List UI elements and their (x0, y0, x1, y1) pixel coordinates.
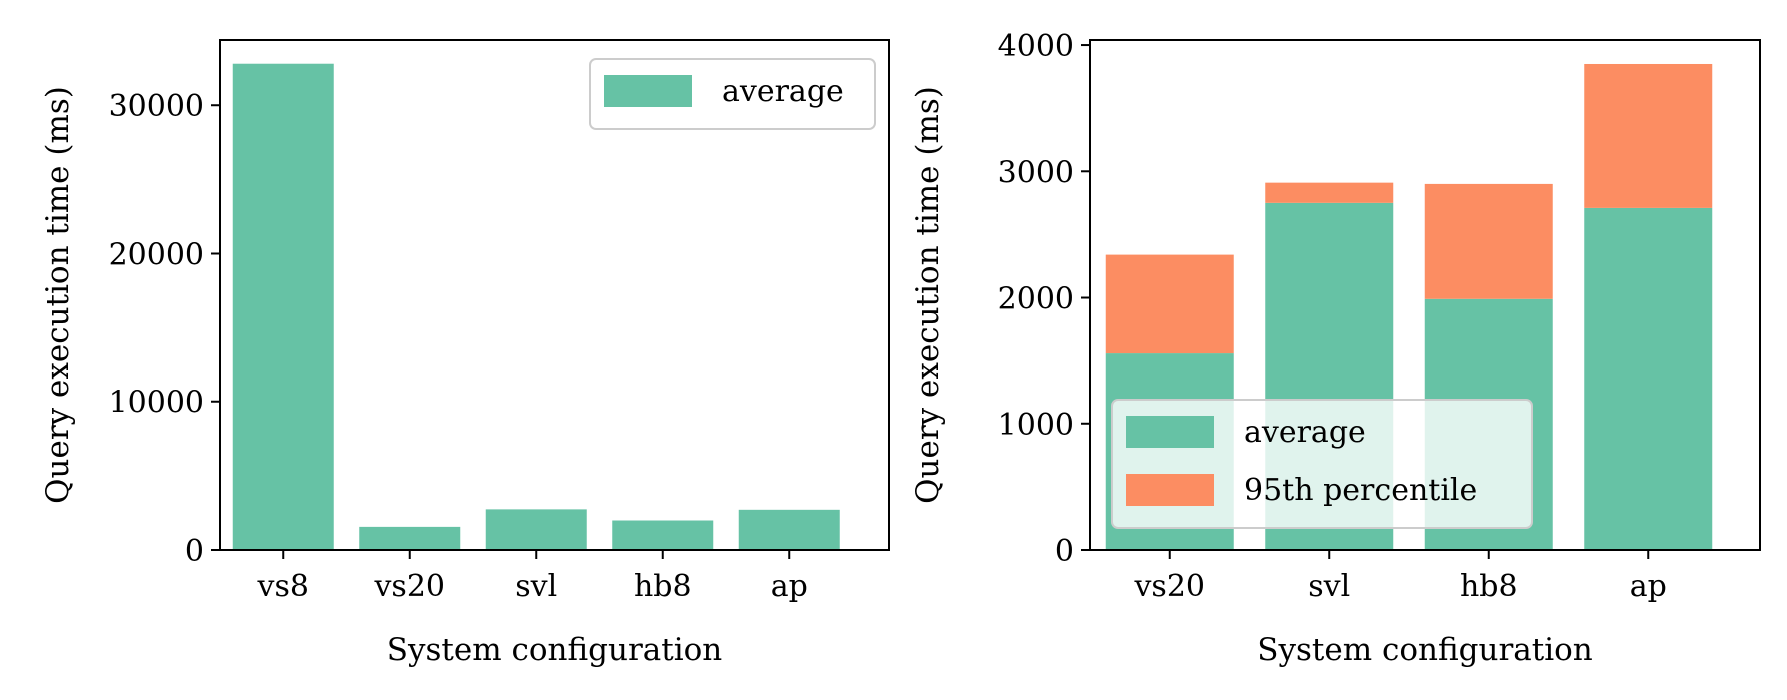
chart-average-execution-time: 0 10000 20000 30000 vs8 vs20 svl hb8 ap System co… (40, 39, 890, 668)
x-tick-label: hb8 (634, 569, 692, 604)
legend-swatch-average (1126, 416, 1214, 448)
x-tick-label: svl (1308, 569, 1350, 604)
bar-p95-ap (1584, 63, 1713, 208)
x-tick-label: vs8 (257, 569, 309, 604)
x-tick-label: svl (515, 569, 557, 604)
legend-label: average (1244, 415, 1366, 450)
x-axis-label: System configuration (1257, 632, 1593, 668)
y-tick-label: 20000 (109, 237, 204, 272)
legend-box (1111, 399, 1533, 529)
bar-average-ap (738, 509, 840, 550)
y-tick-label: 30000 (109, 89, 204, 124)
bar-p95-vs20 (1105, 254, 1234, 354)
bar-p95-hb8 (1424, 183, 1553, 299)
x-tick-label: vs20 (1133, 569, 1205, 604)
bar-average-vs20 (359, 526, 461, 550)
legend: average (589, 58, 876, 130)
x-tick-label: ap (1630, 569, 1667, 604)
plot-frame (1089, 39, 1761, 551)
legend-swatch-average (604, 75, 692, 107)
bar-p95-svl (1265, 182, 1394, 203)
y-tick-label: 2000 (998, 282, 1074, 317)
legend: average 95th percentile (1111, 399, 1533, 529)
plot-frame (219, 39, 890, 551)
y-axis-label: Query execution time (ms) (910, 86, 946, 504)
bar-average-vs8 (232, 63, 334, 550)
y-tick-label: 3000 (998, 155, 1074, 190)
y-tick-label: 4000 (998, 29, 1074, 64)
x-tick-label: hb8 (1460, 569, 1518, 604)
x-tick-label: ap (771, 569, 808, 604)
bar-average-ap (1584, 207, 1713, 550)
legend-label: 95th percentile (1244, 473, 1477, 508)
bar-average-hb8 (612, 520, 714, 550)
y-tick-label: 10000 (109, 386, 204, 421)
bar-average-svl (485, 509, 587, 550)
legend-label: average (722, 74, 844, 109)
x-tick-label: vs20 (373, 569, 445, 604)
y-tick-label: 1000 (998, 408, 1074, 443)
x-axis-label: System configuration (387, 632, 723, 668)
legend-swatch-p95 (1126, 474, 1214, 506)
y-tick-label: 0 (185, 534, 204, 569)
y-tick-label: 0 (1055, 534, 1074, 569)
chart-average-and-p95-execution-time: 0 1000 2000 3000 4000 vs20 svl hb8 ap System conf… (910, 29, 1761, 668)
y-axis-label: Query execution time (ms) (40, 86, 76, 504)
